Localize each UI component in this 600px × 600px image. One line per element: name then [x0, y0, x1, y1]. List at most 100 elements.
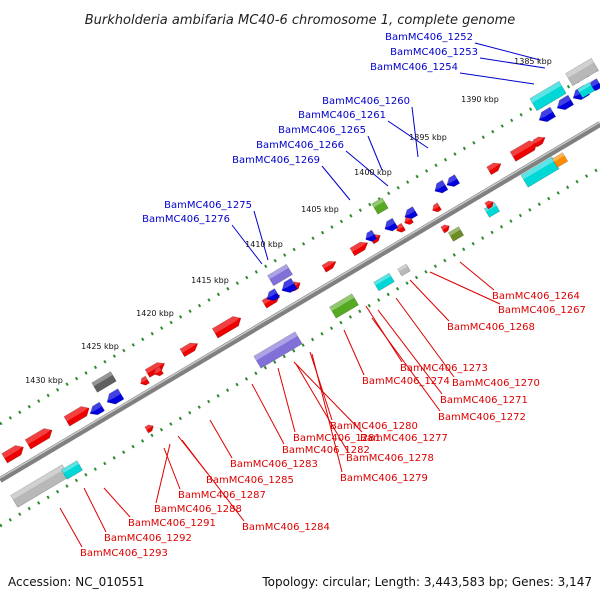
leader-line-bottom: [209, 419, 233, 459]
leader-line-bottom: [429, 271, 501, 305]
gene-blue-8: [446, 174, 461, 187]
gene-blue-9: [538, 106, 557, 123]
leader-line-bottom: [155, 443, 171, 504]
gene-box-orange: [551, 152, 569, 168]
gene-forward-red-5: [211, 316, 242, 339]
gene-small-red-0: [140, 375, 150, 386]
gene-label-bottom: BamMC406_1287: [178, 490, 266, 501]
chromosome-backbone-highlight: [0, 121, 600, 479]
kbp-tick-label: 1430 kbp: [25, 376, 63, 385]
leader-line-top: [411, 106, 419, 158]
gene-label-top: BamMC406_1266: [256, 140, 344, 151]
gene-forward-red-12: [509, 140, 538, 162]
gene-box-gray-top: [565, 57, 599, 87]
gene-box-darkgray: [91, 371, 117, 393]
gene-label-top: BamMC406_1253: [390, 47, 478, 58]
gene-bottom-red-1: [440, 224, 450, 234]
gene-small-red-4: [432, 202, 442, 213]
gene-label-bottom: BamMC406_1267: [498, 305, 586, 316]
gene-label-bottom: BamMC406_1274: [362, 376, 450, 387]
leader-line-top: [345, 150, 389, 187]
leader-line-top: [253, 210, 269, 261]
gene-label-bottom: BamMC406_1277: [360, 433, 448, 444]
gene-forward-red-4: [179, 342, 199, 358]
gene-blue-7: [434, 179, 449, 194]
leader-line-top: [231, 224, 263, 265]
gene-forward-red-0: [1, 445, 24, 464]
kbp-tick-label: 1420 kbp: [136, 309, 174, 318]
kbp-tick-label: 1415 kbp: [191, 276, 229, 285]
genome-summary-text: Topology: circular; Length: 3,443,583 bp…: [261, 575, 592, 589]
leader-line-bottom: [343, 329, 365, 376]
gene-label-top: BamMC406_1276: [142, 214, 230, 225]
gene-label-bottom: BamMC406_1288: [154, 504, 242, 515]
gene-forward-red-9: [349, 241, 369, 257]
gene-forward-red-2: [63, 406, 90, 427]
leader-line-top: [474, 42, 541, 61]
gene-label-bottom: BamMC406_1285: [206, 475, 294, 486]
kbp-tick-label: 1385 kbp: [514, 57, 552, 66]
gene-box-green-bottom: [329, 293, 359, 319]
leader-line-bottom: [409, 279, 450, 322]
leader-line-bottom: [163, 447, 181, 490]
gene-label-top: BamMC406_1275: [164, 200, 252, 211]
gene-box-cyan-bottom: [373, 272, 395, 292]
backbone-layer: [0, 121, 600, 483]
gene-forward-red-3: [144, 362, 166, 378]
gene-box-gray-small: [397, 263, 411, 277]
kbp-tick-label: 1410 kbp: [245, 240, 283, 249]
gene-small-red-2: [396, 222, 406, 233]
leader-line-bottom: [377, 309, 443, 395]
kbp-tick-label: 1395 kbp: [409, 133, 447, 142]
gene-bottom-red-0: [144, 424, 154, 434]
leader-line-bottom: [103, 487, 131, 518]
kbp-tick-label: 1400 kbp: [354, 168, 392, 177]
leader-line-top: [459, 72, 535, 85]
gene-label-bottom: BamMC406_1281: [293, 433, 381, 444]
gene-label-bottom: BamMC406_1272: [438, 412, 526, 423]
gene-label-bottom: BamMC406_1268: [447, 322, 535, 333]
gene-label-bottom: BamMC406_1282: [282, 445, 370, 456]
gene-box-green-top: [371, 197, 389, 215]
leader-line-bottom: [295, 363, 349, 453]
leader-line-bottom: [293, 361, 363, 433]
tick-layer: 1385 kbp 1390 kbp 1395 kbp 1400 kbp 1405 kbp…: [25, 57, 552, 385]
gene-label-bottom: BamMC406_1280: [330, 421, 418, 432]
gene-label-top: BamMC406_1254: [370, 62, 458, 73]
gene-label-bottom: BamMC406_1284: [242, 522, 330, 533]
gene-box-cyan-top: [529, 80, 567, 112]
gene-label-bottom: BamMC406_1283: [230, 459, 318, 470]
gene-forward-red-13: [532, 136, 546, 148]
kbp-tick-label: 1390 kbp: [461, 95, 499, 104]
leader-line-top: [479, 57, 546, 69]
leader-line-bottom: [181, 439, 245, 522]
gene-label-bottom: BamMC406_1291: [128, 518, 216, 529]
gene-blue-1: [106, 388, 125, 405]
leader-line-bottom: [277, 367, 296, 433]
gene-label-bottom: BamMC406_1264: [492, 291, 580, 302]
chromosome-backbone: [0, 121, 600, 483]
gene-layer: [1, 57, 600, 508]
gene-box-purple-top: [267, 263, 293, 287]
kbp-tick-label: 1405 kbp: [301, 205, 339, 214]
gene-bottom-red-2: [484, 200, 494, 210]
gene-blue-4: [365, 229, 378, 242]
leader-layer: [59, 42, 546, 548]
gene-label-bottom: BamMC406_1292: [104, 533, 192, 544]
leader-line-top: [321, 165, 351, 201]
leader-line-top: [367, 135, 383, 171]
gene-blue-10: [556, 94, 575, 111]
kbp-tick-label: 1425 kbp: [81, 342, 119, 351]
gene-label-top: BamMC406_1260: [322, 96, 410, 107]
gene-label-top: BamMC406_1269: [232, 155, 320, 166]
map-title: Burkholderia ambifaria MC40-6 chromosome…: [85, 13, 515, 28]
gene-small-red-1: [154, 366, 164, 377]
leader-line-bottom: [83, 487, 107, 533]
leader-line-top: [387, 120, 429, 149]
gene-label-bottom: BamMC406_1273: [400, 363, 488, 374]
gene-box-cyan-top-small: [577, 81, 595, 99]
gene-blue-2: [266, 288, 281, 301]
gene-box-olive: [447, 226, 465, 242]
gene-box-purple-bottom: [253, 331, 303, 369]
leader-line-bottom: [251, 383, 285, 445]
